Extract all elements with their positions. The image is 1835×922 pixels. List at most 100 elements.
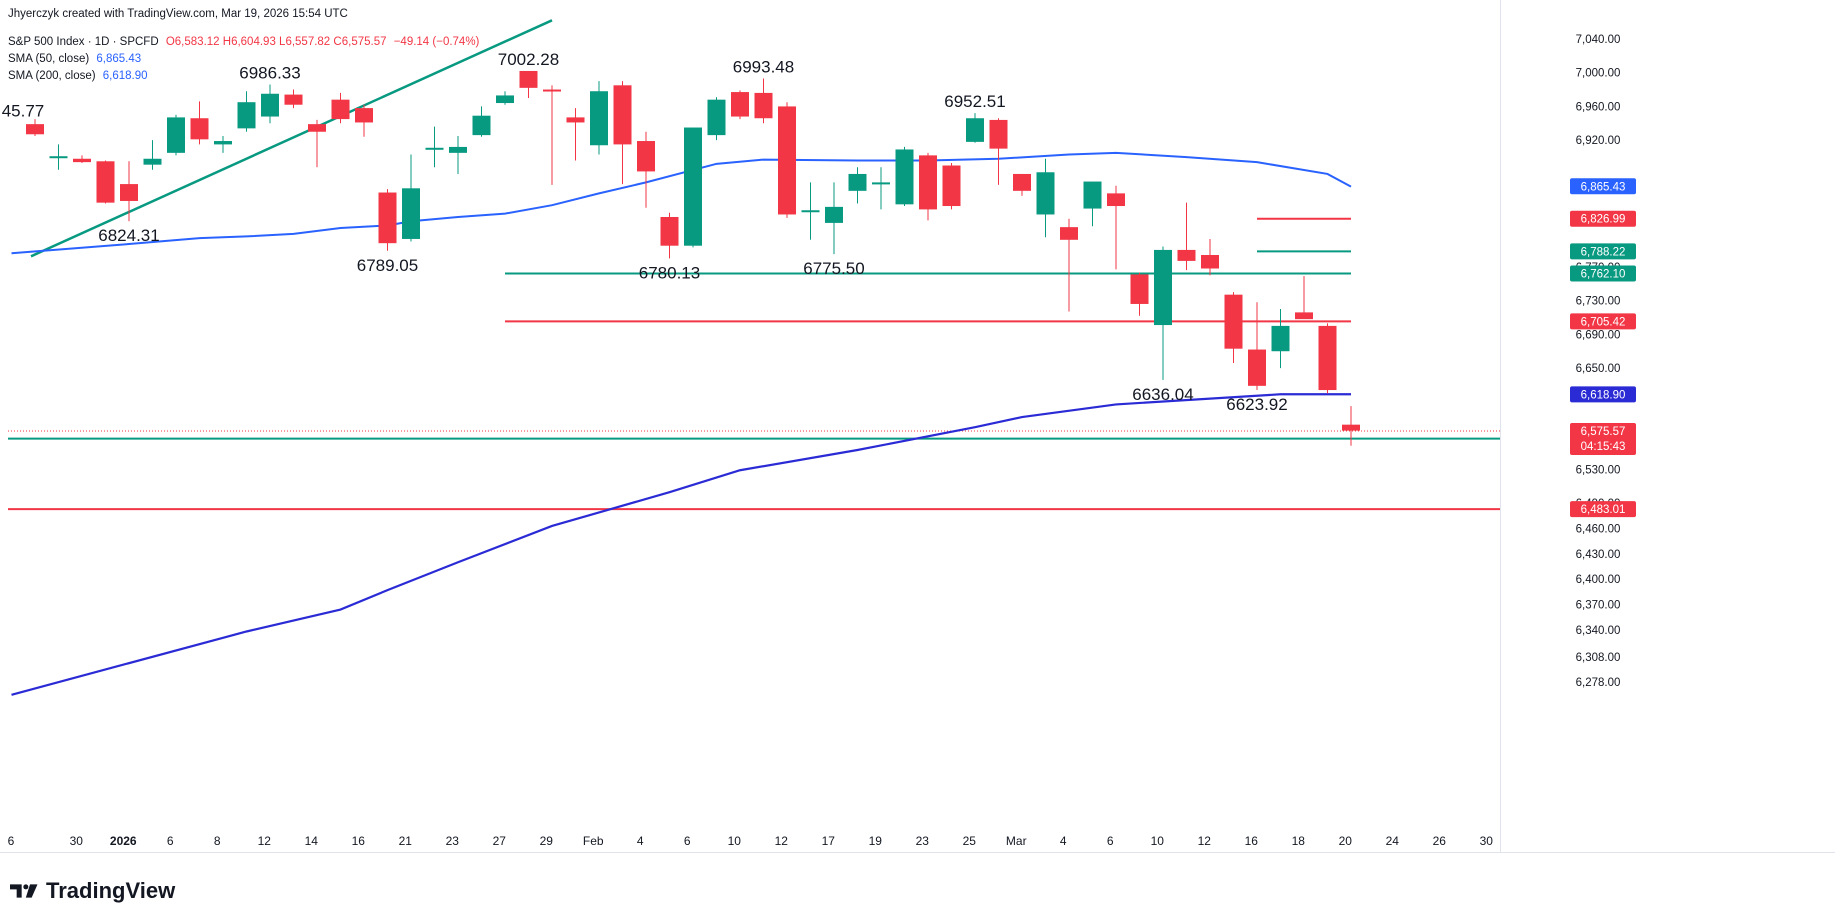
candle <box>825 182 843 255</box>
candle-body <box>1177 249 1196 261</box>
candle-body <box>637 141 655 172</box>
candle <box>472 106 491 137</box>
ohlc-open: O6,583.12 <box>165 36 220 48</box>
symbol-title: S&P 500 Index · 1D · SPCFD <box>8 36 159 48</box>
time-tick-label: 23 <box>916 834 930 848</box>
candle <box>1036 158 1055 238</box>
time-tick-label: 8 <box>214 834 221 848</box>
candle <box>190 101 209 145</box>
sma200-value: 6,618.90 <box>102 70 148 82</box>
price-tag-label: 6,762.10 <box>1581 268 1626 280</box>
time-tick-label: 6 <box>167 834 174 848</box>
candle-body <box>590 91 608 146</box>
candle <box>96 160 115 204</box>
candle-body <box>49 156 68 159</box>
candle-body <box>989 119 1008 149</box>
candle <box>143 140 162 170</box>
sma50-line <box>11 151 1352 255</box>
price-annotation: 45.77 <box>2 101 45 120</box>
candle-body <box>731 92 749 117</box>
sma50-legend[interactable]: SMA (50, close) 6,865.43 <box>8 52 141 66</box>
candle-body <box>754 92 773 119</box>
time-tick-label: 12 <box>258 834 272 848</box>
candle <box>26 119 44 136</box>
price-tag-label: 6,705.42 <box>1581 316 1626 328</box>
candle-body <box>1224 294 1243 349</box>
candle <box>355 104 373 137</box>
candle <box>284 89 303 109</box>
time-tick-label: 18 <box>1292 834 1306 848</box>
price-tick-label: 6,278.00 <box>1576 677 1621 689</box>
candle-body <box>73 158 91 163</box>
candle-body <box>1201 254 1219 269</box>
price-tag-label: 6,618.90 <box>1581 389 1626 401</box>
time-tick-label: 30 <box>70 834 84 848</box>
candle-body <box>143 158 162 165</box>
candle <box>1248 302 1266 391</box>
candle <box>942 162 961 210</box>
candle <box>167 114 185 156</box>
candle <box>1224 292 1243 364</box>
time-tick-label: 23 <box>446 834 460 848</box>
price-tick-label: 6,730.00 <box>1576 296 1621 308</box>
candle <box>73 155 91 163</box>
candle <box>637 131 655 208</box>
candle <box>331 92 350 124</box>
sma200-legend[interactable]: SMA (200, close) 6,618.90 <box>8 69 148 83</box>
candle-body <box>214 141 232 145</box>
tradingview-brand: TradingView <box>46 878 176 903</box>
candle-body <box>519 70 538 88</box>
time-tick-label: 24 <box>1386 834 1400 848</box>
candle <box>801 182 820 240</box>
time-tick-label: 10 <box>728 834 742 848</box>
candle <box>566 108 585 161</box>
time-tick-label: 4 <box>637 834 644 848</box>
candle-body <box>355 108 373 123</box>
candle-body <box>1318 325 1337 391</box>
candle <box>449 135 467 174</box>
candle-body <box>190 118 209 140</box>
price-tag: 6,788.22 <box>1570 243 1636 260</box>
price-tick-label: 6,690.00 <box>1576 329 1621 341</box>
price-annotation: 6789.05 <box>357 256 418 275</box>
sma200-label: SMA (200, close) <box>8 70 96 82</box>
candle-body <box>707 99 726 136</box>
candle <box>402 154 420 242</box>
candle <box>237 91 256 132</box>
price-tag: 6,826.99 <box>1570 210 1636 227</box>
time-tick-label: 19 <box>869 834 883 848</box>
sma200-line <box>11 393 1351 696</box>
time-tick-label: 29 <box>540 834 554 848</box>
price-tag-bg <box>1570 386 1636 403</box>
candle <box>1318 323 1337 394</box>
symbol-legend[interactable]: S&P 500 Index · 1D · SPCFD O6,583.12 H6,… <box>8 35 479 49</box>
time-tick-label: 6 <box>684 834 691 848</box>
time-tick-label: 30 <box>1480 834 1494 848</box>
candle <box>1295 276 1313 320</box>
candle <box>731 90 749 120</box>
time-tick-label: Mar <box>1006 834 1027 848</box>
candle-body <box>1295 312 1313 320</box>
price-tick-label: 6,460.00 <box>1576 524 1621 536</box>
candle-body <box>1083 181 1102 209</box>
time-tick-label: 6 <box>8 834 15 848</box>
candle <box>707 97 726 141</box>
price-tag-bg <box>1570 265 1636 282</box>
candle <box>543 85 561 185</box>
price-annotation: 6623.92 <box>1226 395 1287 414</box>
candle <box>966 113 984 143</box>
candle <box>989 118 1008 185</box>
price-annotation: 7002.28 <box>498 50 559 69</box>
price-tag-label: 6,575.57 <box>1581 426 1626 438</box>
price-annotation: 6636.04 <box>1132 385 1193 404</box>
time-tick-label: 12 <box>1198 834 1212 848</box>
tradingview-footer[interactable]: TradingView <box>10 878 175 904</box>
candle-body <box>566 117 585 123</box>
candle <box>1130 272 1149 316</box>
price-tag-bg <box>1570 178 1636 195</box>
candle <box>261 84 279 124</box>
last-price-tag: 6,575.57 04:15:43 <box>1570 422 1636 455</box>
candle-body <box>26 124 44 135</box>
